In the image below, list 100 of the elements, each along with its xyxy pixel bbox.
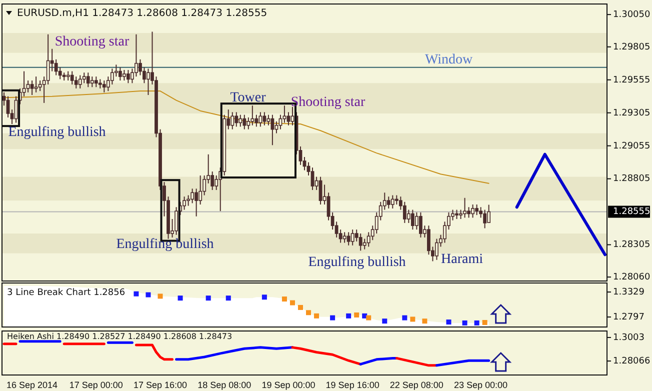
candlestick — [82, 72, 86, 84]
candlestick — [406, 209, 410, 224]
candlestick — [242, 114, 246, 130]
point — [402, 315, 408, 320]
candlestick — [390, 194, 394, 209]
candlestick — [78, 74, 82, 89]
candlestick — [86, 72, 90, 88]
point — [146, 292, 151, 298]
candlestick — [194, 188, 198, 217]
point — [306, 310, 312, 316]
candlestick — [110, 68, 114, 85]
candlestick — [270, 114, 274, 146]
candlestick — [258, 112, 262, 128]
y-tick-label: 1.28805 — [613, 174, 650, 184]
candlestick — [26, 80, 30, 93]
point — [330, 315, 336, 320]
candlestick — [246, 116, 250, 130]
point — [226, 296, 231, 301]
point — [482, 320, 488, 325]
annotation: Engulfing bullish — [308, 254, 406, 270]
line-series — [291, 346, 362, 366]
candlestick — [459, 209, 462, 220]
candlestick — [266, 114, 270, 126]
candlestick — [114, 64, 118, 78]
candlestick — [74, 76, 78, 89]
candlestick — [190, 188, 194, 204]
point — [282, 296, 287, 302]
candlestick — [455, 209, 458, 220]
candlestick — [418, 212, 422, 238]
x-tick-label: 17 Sep 00:00 — [69, 380, 123, 390]
candlestick — [102, 80, 106, 93]
x-tick-label: 17 Sep 16:00 — [133, 380, 188, 390]
candlestick — [467, 206, 470, 218]
y-tick-label: 1.3003 — [613, 332, 644, 343]
x-tick-label: 23 Sep 00:00 — [454, 380, 508, 390]
line-series — [134, 344, 174, 361]
candlestick — [402, 201, 406, 224]
text: 3 Line Break Chart 1.2856 — [7, 288, 126, 298]
chart-title: EURUSD.m,H1 1.28473 1.28608 1.28473 1.28555 — [17, 8, 268, 19]
candlestick — [278, 114, 282, 130]
candlestick — [262, 112, 266, 126]
candlestick — [338, 229, 342, 244]
point — [178, 296, 183, 301]
annotation: Tower — [230, 90, 266, 106]
point — [462, 320, 468, 326]
candlestick — [58, 66, 62, 80]
candlestick — [46, 34, 50, 85]
candlestick — [30, 80, 34, 96]
candlestick — [230, 112, 234, 130]
candlestick — [70, 70, 74, 85]
annotation: Engulfing bullish — [8, 125, 106, 140]
candlestick — [94, 76, 98, 88]
y-tick-label: 1.30050 — [613, 10, 650, 20]
y-tick-label: 1.28305 — [613, 240, 650, 250]
candlestick — [342, 232, 346, 244]
point — [206, 296, 211, 301]
y-tick-label: 1.2797 — [613, 312, 644, 322]
y-tick-label: 1.29805 — [613, 42, 650, 52]
point — [410, 316, 416, 322]
candlestick — [22, 70, 26, 97]
candlestick — [146, 68, 150, 96]
candlestick — [282, 105, 286, 124]
candlestick — [174, 206, 178, 236]
chart-title: Heiken Ashi 1.28490 1.28527 1.28490 1.28608 1.28473 — [7, 332, 232, 341]
y-tick-label: 1.29305 — [613, 108, 650, 118]
point — [298, 304, 303, 310]
point — [354, 312, 360, 318]
candlestick — [471, 204, 474, 218]
point — [314, 313, 320, 318]
candlestick — [310, 167, 314, 190]
line-series — [4, 90, 490, 184]
line-series — [175, 346, 294, 361]
candlestick — [66, 70, 70, 82]
x-tick-label: 19 Sep 00:00 — [262, 380, 316, 390]
y-tick-label: 1.29555 — [613, 75, 650, 86]
point — [366, 315, 372, 320]
candlestick — [118, 66, 122, 82]
ref-line-label: Window — [424, 52, 474, 68]
candlestick — [90, 76, 94, 88]
point — [290, 300, 295, 306]
point — [446, 320, 452, 325]
candlestick — [54, 58, 58, 76]
annotation: Shooting star — [54, 34, 130, 50]
annotation: Engulfing bullish — [116, 237, 214, 252]
y-tick-label: 1.28060 — [613, 272, 650, 283]
candlestick — [134, 34, 138, 78]
candlestick — [250, 105, 254, 126]
candlestick — [410, 209, 414, 230]
candlestick — [234, 112, 238, 128]
annotation: Harami — [441, 252, 484, 268]
candlestick — [286, 112, 290, 126]
candlestick — [122, 69, 126, 82]
x-tick-label: 19 Sep 16:00 — [326, 380, 380, 390]
candlestick — [386, 196, 390, 209]
point — [158, 294, 163, 299]
candlestick — [414, 212, 418, 230]
point — [134, 291, 139, 296]
candlestick — [358, 233, 362, 252]
candlestick — [126, 69, 130, 84]
point — [422, 318, 428, 324]
